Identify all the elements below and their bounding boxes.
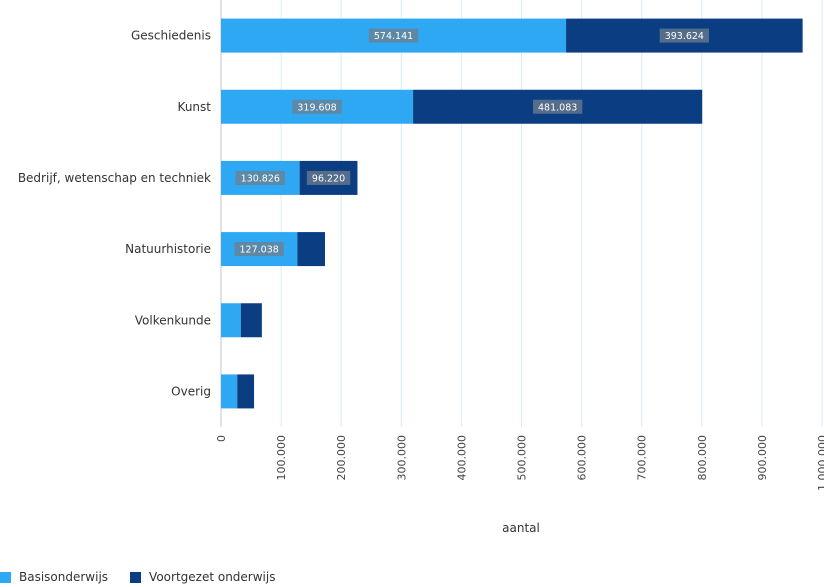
x-tick-label: 0 [215,435,228,442]
data-label-bg [292,99,342,114]
x-tick-label: 200.000 [335,435,348,481]
legend-item[interactable]: Basisonderwijs [0,570,108,584]
legend-label: Basisonderwijs [19,570,109,584]
category-label: Natuurhistorie [125,242,211,256]
data-label-bg [234,242,284,257]
data-label-bg [659,28,709,43]
data-label-bg [235,170,285,185]
bar-segment [237,374,255,409]
category-label: Overig [171,384,211,398]
legend-item[interactable]: Voortgezet onderwijs [130,570,275,584]
x-axis-title: aantal [502,521,540,535]
legend-label: Voortgezet onderwijs [149,570,276,584]
legend: Basisonderwijs Voortgezet onderwijs [0,568,297,586]
x-tick-label: 900.000 [756,435,769,481]
grid-lines [220,0,823,427]
data-label: 130.826 [241,173,280,184]
x-tick-label: 600.000 [576,435,589,481]
x-tick-labels: 0 100.000 200.000 300.000 400.000 500.000 600.… [215,435,824,491]
x-tick-label: 300.000 [395,435,408,481]
bar-segment [297,232,325,267]
data-labels: 574.141 393.624 319.608 481.083 130.826 96.22… [234,28,709,257]
category-label: Volkenkunde [135,313,211,327]
category-label: Bedrijf, wetenschap en techniek [18,171,211,185]
data-label: 96.220 [312,173,345,184]
x-tick-label: 800.000 [696,435,709,481]
category-label: Geschiedenis [131,29,211,43]
data-label: 574.141 [374,31,413,42]
data-label-bg [368,28,419,43]
data-label: 319.608 [297,102,336,113]
x-tick-label: 400.000 [455,435,468,481]
bar-segment [221,374,238,409]
data-label: 127.038 [240,245,279,256]
data-label: 393.624 [665,31,704,42]
x-tick-label: 500.000 [516,435,529,481]
data-label-bg [306,170,351,185]
bars [221,18,803,409]
bar-segment [240,303,262,338]
x-tick-label: 1.000.000 [816,435,824,491]
legend-swatch [130,571,142,583]
data-label: 481.083 [538,102,577,113]
data-label-bg [532,99,583,114]
bar-segment [221,303,241,338]
x-tick-label: 700.000 [636,435,649,481]
category-label: Kunst [178,100,212,114]
category-labels: Geschiedenis Kunst Bedrijf, wetenschap en … [18,29,211,399]
legend-swatch [0,571,11,583]
x-tick-label: 100.000 [275,435,288,481]
